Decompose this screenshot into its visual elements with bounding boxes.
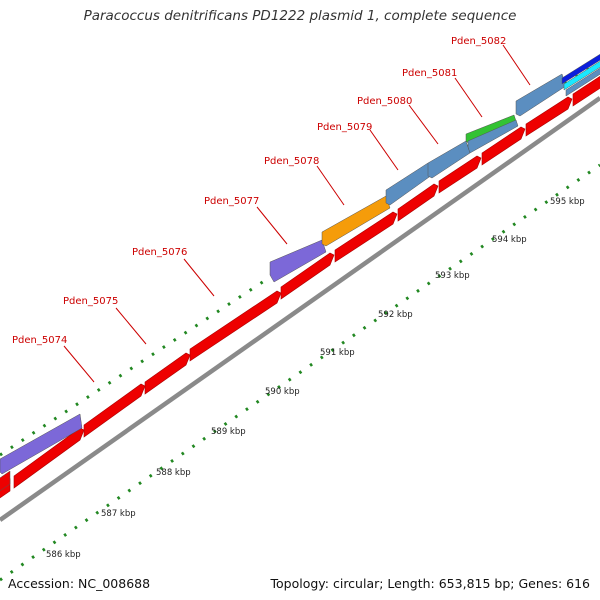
label-leader-line — [183, 258, 215, 297]
gene-label[interactable]: Pden_5082 — [451, 36, 531, 86]
cds-block[interactable] — [334, 211, 398, 263]
gene-label[interactable]: Pden_5074 — [12, 335, 95, 383]
cds-block[interactable] — [0, 470, 11, 495]
kbp-label: 594 kbp — [492, 235, 527, 245]
label-leader-line — [408, 104, 439, 145]
map-title: Paracoccus denitrificans PD1222 plasmid … — [83, 8, 517, 24]
label-leader-line — [502, 44, 531, 86]
cds-block[interactable] — [561, 53, 600, 85]
cds-block[interactable] — [269, 239, 327, 283]
gene-label-text: Pden_5082 — [451, 36, 506, 47]
cds-block[interactable] — [465, 114, 517, 144]
gene-label-text: Pden_5079 — [317, 122, 372, 133]
sequence-backbone — [0, 96, 600, 522]
label-leader-line — [63, 345, 95, 383]
accession-label: Accession: NC_008688 — [8, 576, 151, 591]
reverse-strand-track — [0, 75, 600, 499]
cds-block[interactable] — [563, 60, 600, 91]
gene-label[interactable]: Pden_5076 — [132, 247, 215, 297]
cds-block[interactable] — [13, 427, 85, 489]
gene-label-text: Pden_5074 — [12, 335, 67, 346]
cds-block[interactable] — [438, 155, 482, 194]
kbp-label: 589 kbp — [211, 427, 246, 437]
label-leader-line — [454, 77, 483, 118]
kbp-label: 587 kbp — [101, 509, 136, 519]
gene-label-layer: Pden_5074 Pden_5075 Pden_5076 Pden_5077 … — [12, 36, 531, 383]
summary-label: Topology: circular; Length: 653,815 bp; … — [270, 576, 591, 591]
gene-label[interactable]: Pden_5078 — [264, 156, 345, 206]
label-leader-line — [115, 307, 147, 345]
outer-tick-track — [0, 61, 596, 457]
kbp-label: 591 kbp — [320, 348, 355, 358]
cds-block[interactable] — [565, 67, 600, 97]
gene-label-text: Pden_5081 — [402, 68, 457, 79]
gene-label[interactable]: Pden_5079 — [317, 122, 399, 171]
cds-block[interactable] — [189, 290, 282, 362]
gene-label[interactable]: Pden_5081 — [402, 68, 483, 118]
gene-label-text: Pden_5080 — [357, 96, 412, 107]
cds-block[interactable] — [397, 183, 439, 222]
cds-block[interactable] — [481, 126, 526, 166]
gene-label[interactable]: Pden_5075 — [63, 296, 147, 345]
kbp-label: 592 kbp — [378, 310, 413, 320]
kbp-label: 586 kbp — [46, 550, 81, 560]
label-leader-line — [369, 129, 399, 171]
kbp-scale-labels: 586 kbp 587 kbp 588 kbp 589 kbp 590 kbp … — [46, 197, 585, 560]
kbp-label: 590 kbp — [265, 387, 300, 397]
cds-block[interactable] — [0, 413, 83, 475]
cds-block[interactable] — [525, 96, 573, 137]
inner-tick-track — [0, 163, 600, 582]
kbp-label: 593 kbp — [435, 271, 470, 281]
gene-label-text: Pden_5078 — [264, 156, 319, 167]
cds-block[interactable] — [467, 119, 519, 154]
kbp-label: 595 kbp — [550, 197, 585, 207]
gene-label[interactable]: Pden_5080 — [357, 96, 439, 145]
kbp-label: 588 kbp — [156, 468, 191, 478]
gene-label-text: Pden_5075 — [63, 296, 118, 307]
forward-strand-track — [0, 53, 600, 495]
label-leader-line — [256, 206, 288, 245]
cds-block[interactable] — [280, 252, 335, 300]
gene-label[interactable]: Pden_5077 — [204, 196, 288, 245]
cds-block[interactable] — [572, 75, 600, 107]
gene-label-text: Pden_5076 — [132, 247, 187, 258]
label-leader-line — [316, 165, 345, 206]
gene-label-text: Pden_5077 — [204, 196, 259, 207]
cds-block[interactable] — [83, 383, 146, 438]
cds-block[interactable] — [144, 352, 191, 395]
